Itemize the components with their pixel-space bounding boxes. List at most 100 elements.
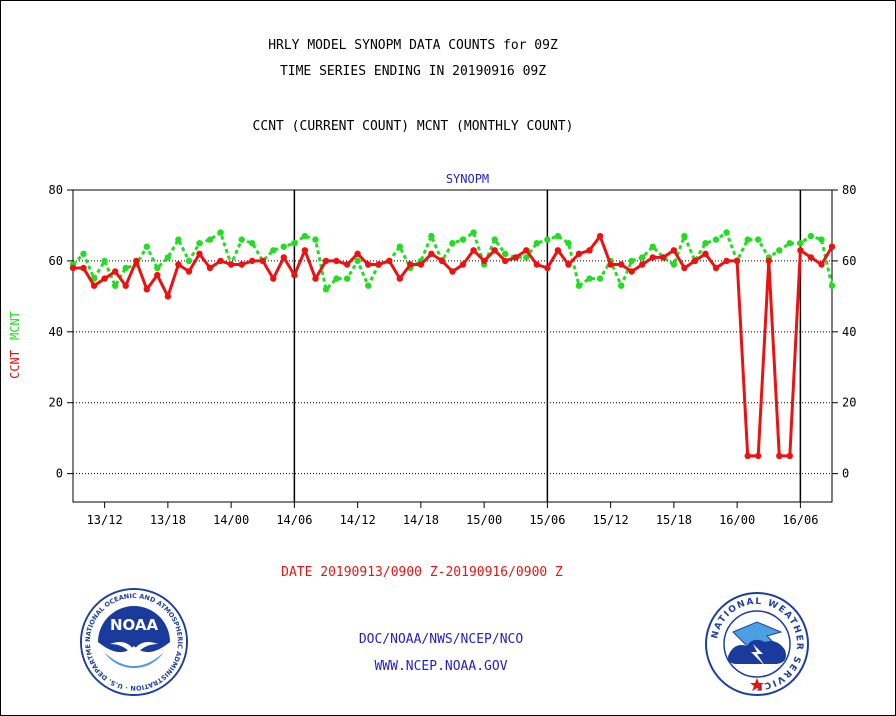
mcnt-point bbox=[143, 243, 150, 250]
ccnt-point bbox=[691, 257, 699, 265]
mcnt-point bbox=[554, 232, 562, 240]
mcnt-point bbox=[354, 257, 361, 265]
ccnt-point bbox=[133, 257, 140, 265]
y-tick-label-left: 60 bbox=[49, 254, 63, 268]
x-tick-label: 14/18 bbox=[403, 513, 439, 527]
x-tick-label: 13/12 bbox=[87, 513, 123, 527]
ccnt-point bbox=[185, 268, 193, 275]
mcnt-point bbox=[270, 247, 277, 254]
mcnt-point bbox=[723, 229, 730, 236]
ccnt-point bbox=[428, 250, 435, 257]
ccnt-point bbox=[733, 257, 741, 265]
noaa-logo: NATIONAL OCEANIC AND ATMOSPHERIC ADMINIS… bbox=[80, 588, 188, 696]
ccnt-point bbox=[786, 452, 793, 460]
x-tick-label: 15/06 bbox=[529, 513, 565, 527]
ccnt-point bbox=[196, 250, 203, 257]
mcnt-point bbox=[776, 247, 783, 254]
mcnt-point bbox=[502, 250, 509, 257]
ccnt-point bbox=[723, 257, 730, 265]
mcnt-point bbox=[575, 282, 583, 289]
mcnt-point bbox=[238, 236, 245, 243]
mcnt-point bbox=[322, 286, 330, 293]
plot-border bbox=[72, 189, 833, 503]
mcnt-point bbox=[112, 282, 119, 289]
mcnt-point bbox=[249, 240, 256, 247]
mcnt-point bbox=[154, 264, 161, 272]
nws-logo: NATIONAL WEATHER SERVICE bbox=[705, 592, 809, 696]
mcnt-point bbox=[586, 275, 593, 282]
mcnt-point bbox=[639, 254, 646, 261]
ccnt-point bbox=[449, 268, 456, 275]
ccnt-point bbox=[512, 254, 519, 261]
mcnt-point bbox=[428, 232, 435, 240]
mcnt-point bbox=[459, 236, 467, 243]
ccnt-point bbox=[618, 261, 625, 268]
ccnt-point bbox=[607, 261, 614, 268]
ccnt-point bbox=[101, 275, 108, 282]
y-tick-label-left: 40 bbox=[49, 325, 63, 339]
mcnt-point bbox=[818, 236, 825, 243]
ccnt-point bbox=[776, 452, 783, 460]
ccnt-point bbox=[470, 247, 477, 254]
mcnt-point bbox=[596, 275, 604, 282]
ccnt-point bbox=[80, 264, 87, 272]
mcnt-point bbox=[122, 264, 129, 272]
ccnt-point bbox=[90, 282, 98, 289]
ccnt-point bbox=[459, 261, 467, 268]
ccnt-point bbox=[533, 261, 540, 268]
mcnt-point bbox=[744, 236, 751, 243]
ccnt-point bbox=[744, 452, 751, 460]
ccnt-point bbox=[280, 254, 287, 261]
ccnt-point bbox=[407, 261, 414, 268]
ccnt-point bbox=[270, 275, 277, 282]
panel-title: SYNOPM bbox=[446, 172, 489, 186]
agency-text: DOC/NOAA/NWS/NCEP/NCO bbox=[358, 632, 524, 647]
ccnt-point bbox=[702, 250, 709, 257]
ccnt-point bbox=[365, 261, 372, 268]
ccnt-point bbox=[206, 264, 214, 272]
y-tick-label-right: 80 bbox=[842, 183, 856, 197]
mcnt-point bbox=[333, 275, 340, 282]
ccnt-point bbox=[438, 257, 446, 265]
ccnt-point bbox=[639, 261, 646, 268]
ccnt-point bbox=[480, 257, 488, 265]
y-tick-label-right: 40 bbox=[842, 325, 856, 339]
chart-subtitle: CCNT (CURRENT COUNT) MCNT (MONTHLY COUNT… bbox=[252, 119, 574, 134]
mcnt-point bbox=[618, 282, 625, 289]
ccnt-point bbox=[523, 247, 530, 254]
ccnt-point bbox=[502, 257, 509, 265]
noaa-logo-text: NOAA bbox=[110, 616, 159, 634]
ccnt-point bbox=[227, 261, 235, 268]
mcnt-point bbox=[301, 232, 309, 240]
mcnt-point bbox=[164, 254, 172, 261]
ccnt-point bbox=[386, 257, 393, 265]
mcnt-point bbox=[712, 236, 720, 243]
x-tick-label: 15/12 bbox=[593, 513, 629, 527]
mcnt-point bbox=[702, 240, 709, 247]
mcnt-point bbox=[206, 236, 214, 243]
x-tick-label: 13/18 bbox=[150, 513, 186, 527]
website-link[interactable]: WWW.NCEP.NOAA.GOV bbox=[374, 659, 508, 674]
x-tick-label: 14/12 bbox=[340, 513, 376, 527]
mcnt-point bbox=[217, 229, 224, 236]
ccnt-point bbox=[586, 247, 593, 254]
ccnt-point bbox=[417, 261, 425, 268]
ccnt-point bbox=[154, 271, 161, 279]
ccnt-point bbox=[312, 275, 319, 282]
mcnt-point bbox=[101, 257, 108, 265]
mcnt-point bbox=[670, 261, 678, 268]
ccnt-point bbox=[681, 264, 688, 272]
chart-title-line1: HRLY MODEL SYNOPM DATA COUNTS for 09Z bbox=[268, 38, 558, 53]
ccnt-point bbox=[238, 261, 245, 268]
mcnt-point bbox=[755, 236, 762, 243]
ccnt-point bbox=[544, 264, 551, 272]
mcnt-point bbox=[196, 240, 203, 247]
ccnt-point bbox=[765, 257, 772, 265]
ccnt-point bbox=[291, 271, 298, 279]
mcnt-point bbox=[681, 232, 688, 240]
ccnt-point bbox=[660, 254, 667, 261]
mcnt-point bbox=[291, 240, 298, 247]
x-tick-label: 16/00 bbox=[719, 513, 755, 527]
x-tick-label: 14/00 bbox=[213, 513, 249, 527]
